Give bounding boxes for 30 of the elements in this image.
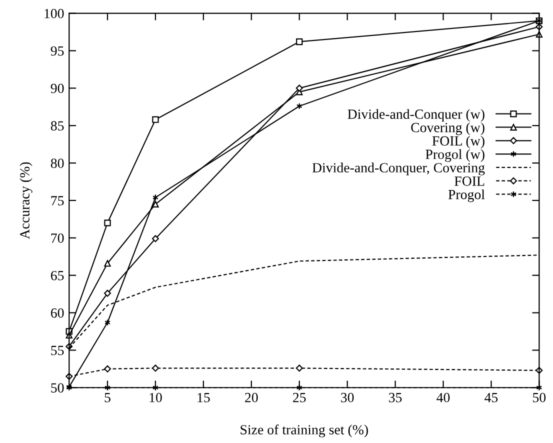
x-tick-label: 30 [341, 392, 354, 402]
x-tick-label: 35 [389, 392, 402, 402]
x-tick-label: 45 [484, 392, 498, 402]
y-tick-label: 50 [51, 383, 64, 393]
legend-label: Divide-and-Conquer (w) [348, 109, 484, 122]
x-tick-label: 50 [533, 392, 546, 402]
y-tick-label: 95 [50, 46, 64, 56]
y-tick-label: 55 [51, 346, 64, 356]
y-tick-label: 65 [50, 270, 64, 280]
x-tick-label: 40 [436, 392, 450, 402]
x-tick-label: 15 [198, 392, 210, 402]
legend-label: FOIL [454, 176, 484, 186]
y-tick-label: 70 [51, 233, 64, 243]
y-tick-label: 60 [50, 308, 64, 318]
legend-label: Covering (w) [411, 122, 484, 136]
legend-label: Progol (w) [426, 149, 484, 162]
y-tick-label: 100 [44, 8, 64, 18]
x-tick-label: 25 [293, 392, 306, 402]
y-tick-label: 75 [51, 196, 64, 206]
y-tick-label: 85 [50, 121, 64, 131]
x-axis-title: Size of training set (%) [240, 424, 368, 438]
legend-label: Divide-and-Conquer, Covering [312, 162, 485, 176]
x-tick-label: 20 [245, 392, 258, 402]
legend-label: Progol [448, 189, 485, 202]
y-axis-title: Accuracy (%) [20, 162, 32, 240]
y-tick-label: 80 [50, 158, 64, 168]
x-tick-label: 5 [104, 393, 110, 402]
x-tick-label: 10 [150, 392, 162, 402]
legend-label: FOIL (w) [432, 136, 484, 148]
y-tick-label: 90 [50, 84, 64, 94]
